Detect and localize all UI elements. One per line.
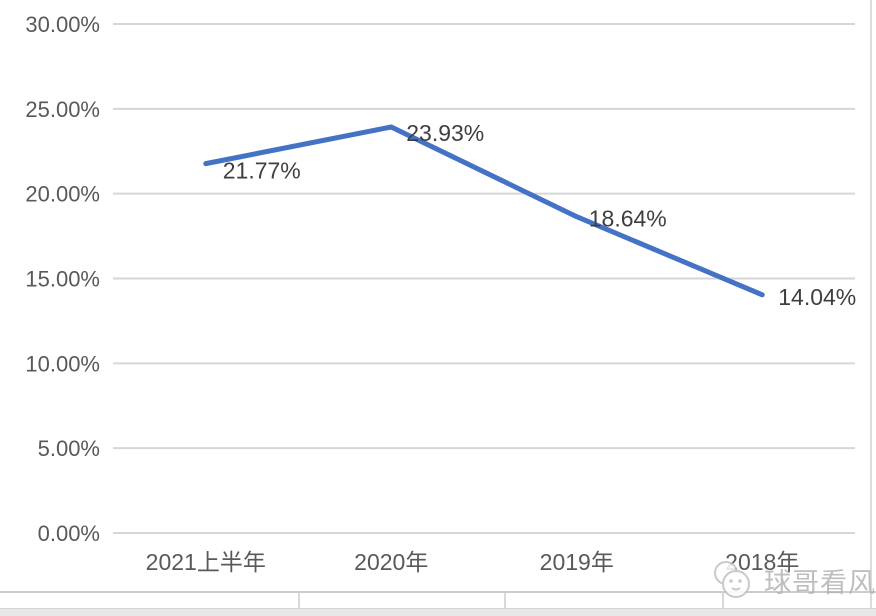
page-bottom-strip — [0, 608, 876, 616]
y-axis-tick-label: 15.00% — [25, 267, 100, 292]
y-axis-tick-label: 5.00% — [38, 436, 100, 461]
x-axis-category-label: 2018年 — [725, 549, 799, 575]
table-cell-separator — [722, 593, 724, 609]
x-axis-category-label: 2020年 — [354, 549, 428, 575]
data-line-series — [203, 124, 765, 298]
x-axis-category-label: 2021上半年 — [146, 549, 266, 575]
table-top-border — [0, 591, 876, 593]
x-axis-category-label: 2019年 — [540, 549, 614, 575]
table-cell-separator — [298, 593, 300, 609]
y-axis-tick-label: 10.00% — [25, 351, 100, 376]
y-axis-tick-label: 0.00% — [38, 521, 100, 546]
y-axis-tick-label: 20.00% — [25, 182, 100, 207]
page-right-border — [870, 0, 872, 609]
y-axis-tick-label: 30.00% — [25, 12, 100, 37]
y-axis-tick-label: 25.00% — [25, 97, 100, 122]
data-point-label: 23.93% — [406, 120, 484, 146]
data-point-label: 14.04% — [778, 284, 856, 310]
table-cell-separator — [504, 593, 506, 609]
data-point-label: 18.64% — [589, 206, 667, 232]
data-point-label: 21.77% — [223, 158, 301, 184]
